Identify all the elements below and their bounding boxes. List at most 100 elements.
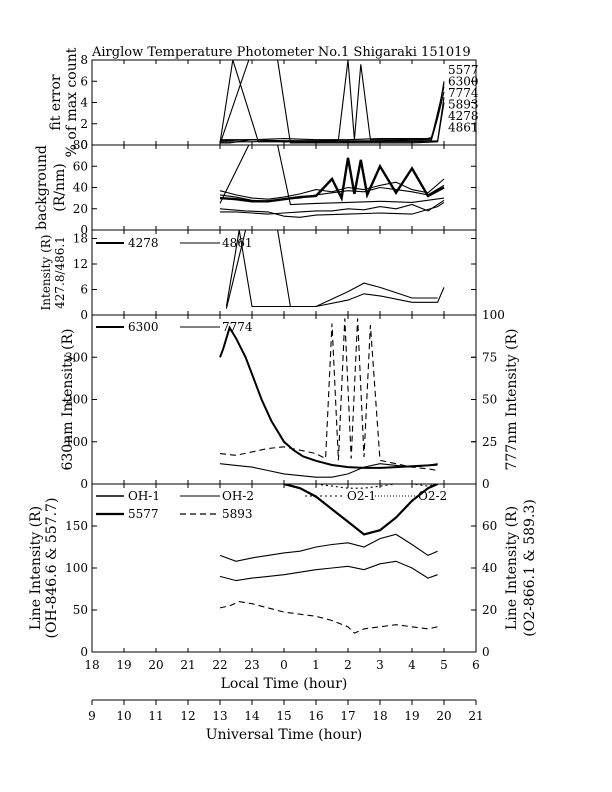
series-5893: [219, 184, 445, 202]
y-tick-label-right: 50: [482, 393, 497, 407]
y-tick-label: 12: [73, 257, 88, 271]
x-tick-label-ut: 12: [180, 709, 195, 723]
y-axis-label: (R/nm): [52, 163, 68, 211]
series-5577: [283, 484, 439, 536]
series-5893-dashed-: [219, 318, 438, 472]
series-4861: [219, 60, 445, 145]
series-oh-1: [219, 533, 438, 562]
y-tick-label: 100: [65, 561, 88, 575]
series-4278: [219, 60, 445, 143]
panel-frame: [91, 144, 477, 231]
y-tick-label: 8: [80, 53, 88, 67]
series-7774: [219, 463, 438, 478]
x-tick-label-ut: 9: [88, 709, 96, 723]
x-tick-label-local: 5: [440, 658, 448, 672]
y-axis-label: (OH-846.6 & 557.7): [44, 498, 60, 639]
x-axis-label-ut: Universal Time (hour): [206, 727, 363, 743]
y-axis-label-right: (O2-866.1 & 589.3): [522, 499, 538, 637]
x-tick-label-ut: 15: [276, 709, 291, 723]
y-axis-label: 427.8/486.1: [53, 236, 67, 309]
y-axis-label-right: 777nm Intensity (R): [504, 328, 520, 470]
y-tick-label-right: 20: [482, 603, 497, 617]
y-tick-label: 18: [73, 232, 88, 246]
y-tick-label: 2: [80, 117, 88, 131]
y-axis-label: background: [34, 145, 50, 230]
x-tick-label-ut: 14: [244, 709, 260, 723]
y-tick-label: 0: [80, 308, 88, 322]
series-5893: [220, 83, 445, 141]
x-tick-label-local: 19: [116, 658, 131, 672]
series-6300: [219, 325, 438, 469]
y-axis-label-right: Line Intensity (R): [504, 506, 520, 630]
series-4278: [225, 230, 445, 308]
x-tick-label-ut: 20: [436, 709, 451, 723]
legend-label: 4278: [128, 236, 159, 250]
y-tick-label: 200: [65, 393, 88, 407]
legend-label: 7774: [448, 86, 479, 100]
legend-label: 4278: [448, 109, 479, 123]
series-group: [219, 484, 439, 634]
legend-label: 6300: [128, 320, 159, 334]
series-group: [219, 318, 438, 478]
x-tick-label-ut: 11: [148, 709, 163, 723]
series-4278: [219, 201, 445, 218]
series-4861: [225, 230, 438, 309]
x-tick-label-ut: 19: [404, 709, 419, 723]
figure-title: Airglow Temperature Photometer No.1 Shig…: [91, 45, 471, 60]
y-tick-label: 0: [80, 645, 88, 659]
series-5893: [219, 601, 438, 634]
x-tick-label-local: 6: [472, 658, 480, 672]
y-tick-label-right: 0: [482, 645, 490, 659]
y-axis-label: Line Intensity (R): [28, 506, 44, 630]
panel-blue_intensity: 0 6 12 18 Intensity (R) 427.8/486.1 4278 4861: [39, 229, 477, 322]
series-5577: [219, 157, 445, 203]
x-tick-label-local: 18: [84, 658, 99, 672]
y-tick-label: 0: [80, 138, 88, 152]
y-tick-label: 0: [80, 477, 88, 491]
y-axis-label: 630nm Intensity (R): [60, 328, 76, 470]
x-tick-label-ut: 13: [212, 709, 227, 723]
legend-label: OH-1: [128, 489, 160, 503]
legend-label: OH-2: [222, 489, 254, 503]
series-group: [219, 60, 445, 145]
x-tick-label-local: 4: [408, 658, 416, 672]
y-axis-label: Intensity (R): [39, 235, 53, 311]
y-tick-label: 20: [73, 202, 88, 216]
legend-label: 5577: [448, 63, 479, 77]
series-7774: [220, 91, 445, 144]
panel-fit_error: 0 2 4 6 8 fit error% of max count 557763007774…: [48, 47, 479, 157]
y-axis-label: fit error: [48, 74, 64, 131]
legend-label: 5893: [222, 507, 253, 521]
x-tick-label-local: 3: [376, 658, 384, 672]
y-tick-label: 50: [73, 603, 88, 617]
series-5577: [220, 60, 445, 143]
legend-label: 5893: [448, 98, 479, 112]
series-group: [219, 145, 445, 218]
x-tick-label-local: 20: [148, 658, 163, 672]
y-tick-label: 6: [80, 283, 88, 297]
legend-label: 4861: [222, 236, 253, 250]
y-axis-label: % of max count: [64, 47, 80, 157]
y-tick-label: 80: [73, 138, 88, 152]
legend-label: 4861: [448, 121, 479, 135]
y-tick-label: 100: [65, 435, 88, 449]
y-tick-label: 300: [65, 350, 88, 364]
series-6300: [219, 86, 445, 142]
x-tick-label-local: 22: [212, 658, 227, 672]
x-tick-label-local: 23: [244, 658, 259, 672]
y-tick-label: 4: [80, 96, 88, 110]
x-tick-label-local: 0: [280, 658, 288, 672]
x-axis-label-local: Local Time (hour): [221, 676, 348, 692]
y-tick-label-right: 75: [482, 350, 497, 364]
x-tick-label-local: 2: [344, 658, 352, 672]
legend-label: O2-1: [347, 489, 376, 503]
legend-label: 7774: [222, 320, 253, 334]
x-tick-label-local: 1: [312, 658, 320, 672]
legend-label: 6300: [448, 75, 479, 89]
series-oh-2: [219, 560, 438, 582]
y-tick-label-right: 40: [482, 561, 497, 575]
x-tick-label-ut: 17: [340, 709, 355, 723]
